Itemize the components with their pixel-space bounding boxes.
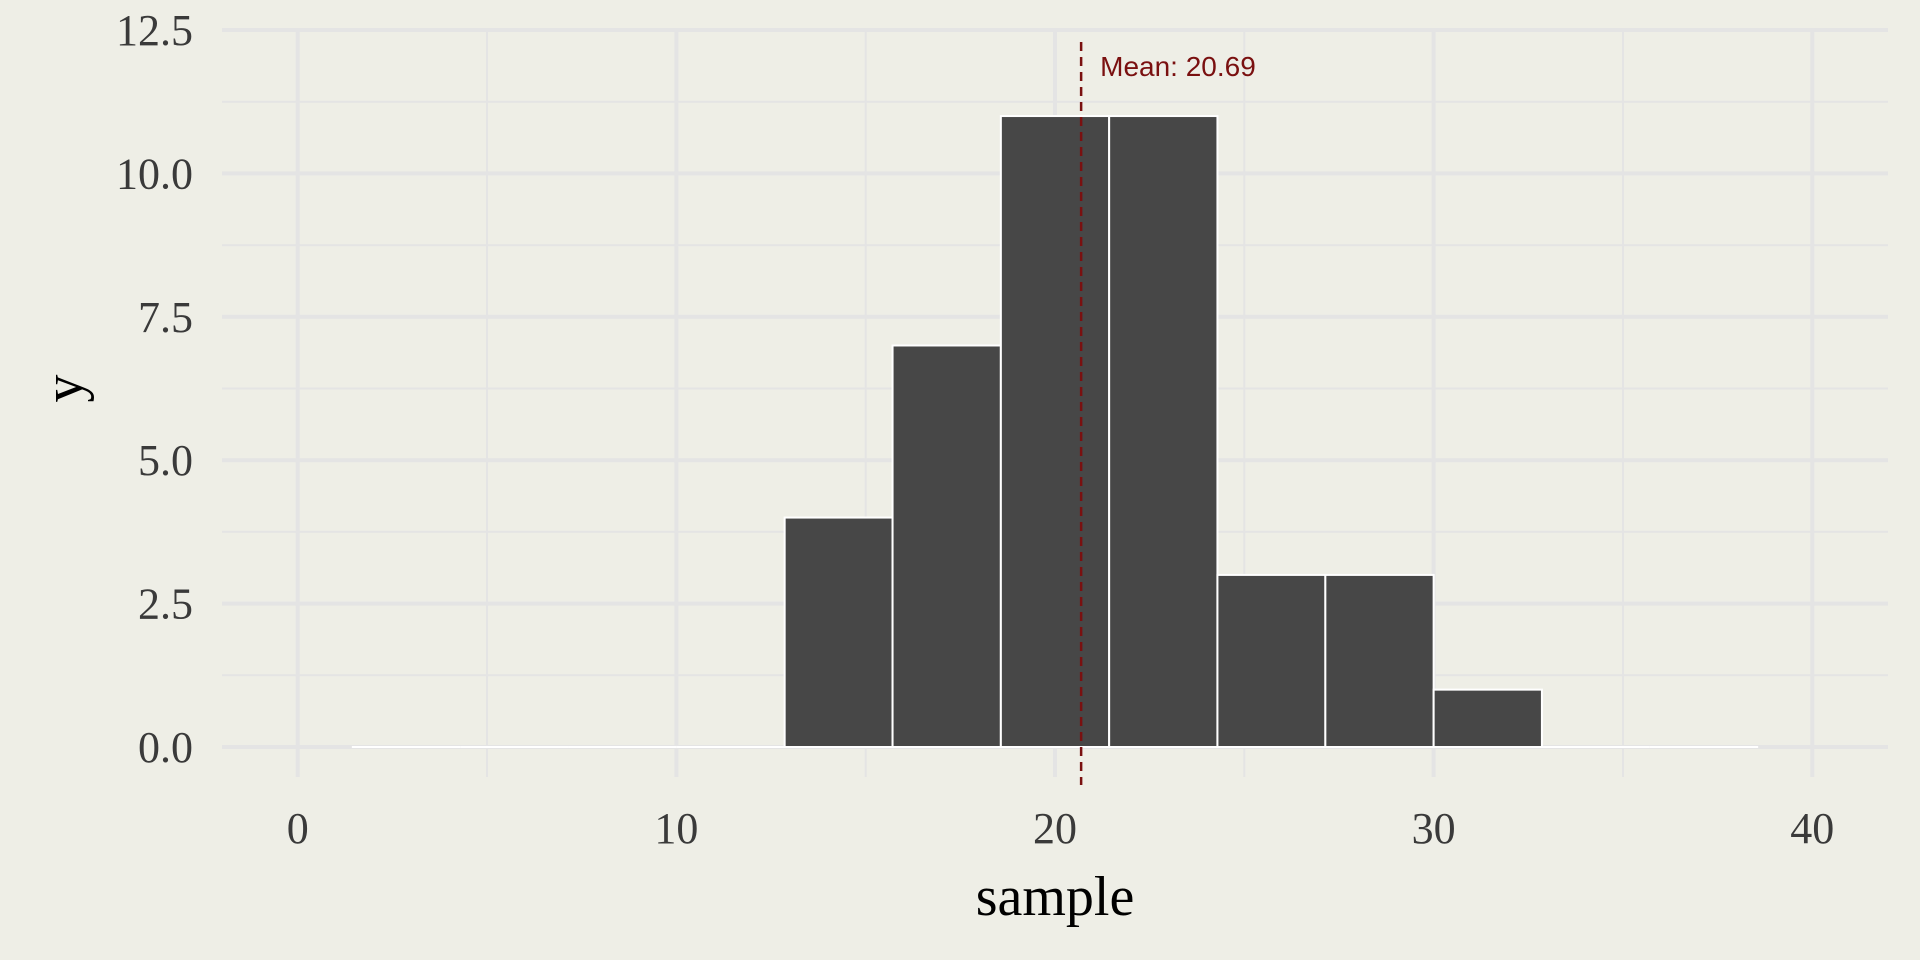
- x-axis-title: sample: [976, 866, 1135, 928]
- x-axis-ticks: 0 10 20 30 40: [287, 804, 1835, 853]
- y-tick-label: 2.5: [138, 580, 193, 629]
- mean-label: Mean: 20.69: [1100, 51, 1256, 82]
- histogram-bars: [351, 115, 1759, 749]
- x-tick-label: 10: [654, 804, 698, 853]
- histogram-bar: [1324, 573, 1435, 748]
- histogram-bar: [1216, 573, 1327, 748]
- y-tick-label: 12.5: [116, 6, 193, 55]
- x-tick-label: 20: [1033, 804, 1077, 853]
- x-tick-label: 0: [287, 804, 309, 853]
- histogram-bar: [999, 115, 1111, 749]
- y-tick-label: 0.0: [138, 723, 193, 772]
- y-tick-label: 10.0: [116, 149, 193, 198]
- mean-annotation: Mean: 20.69: [1079, 42, 1256, 785]
- x-tick-label: 40: [1790, 804, 1834, 853]
- histogram-bar: [1432, 688, 1543, 749]
- y-tick-label: 7.5: [138, 293, 193, 342]
- y-axis-title: y: [33, 375, 95, 403]
- histogram-bar: [1108, 115, 1219, 749]
- histogram-bar: [783, 516, 894, 748]
- x-tick-label: 30: [1412, 804, 1456, 853]
- y-axis-ticks: 0.0 2.5 5.0 7.5 10.0 12.5: [116, 6, 193, 772]
- y-tick-label: 5.0: [138, 436, 193, 485]
- histogram-bar: [891, 344, 1002, 748]
